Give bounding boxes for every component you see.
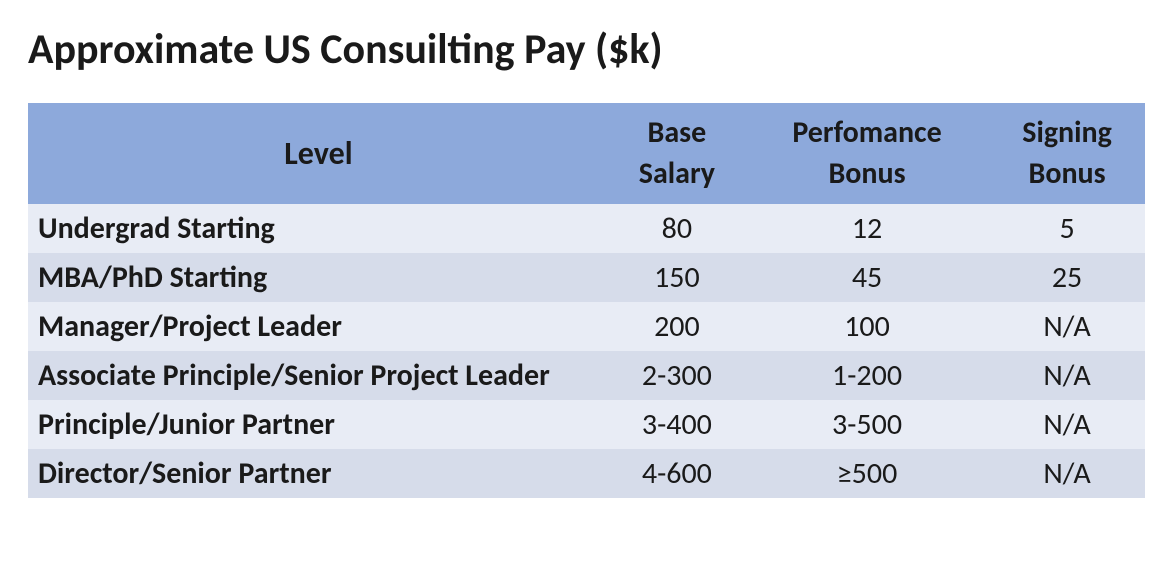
col-header-base-line1: Base <box>617 113 737 154</box>
table-body: Undergrad Starting 80 12 5 MBA/PhD Start… <box>28 204 1145 498</box>
col-header-perf-line1: Perfomance <box>753 113 981 154</box>
cell-sign: 5 <box>989 204 1145 253</box>
cell-base: 4-600 <box>609 449 745 498</box>
cell-base: 150 <box>609 253 745 302</box>
table-row: Director/Senior Partner 4-600 ≥500 N/A <box>28 449 1145 498</box>
table-header-row: Level Base Salary Perfomance Bonus Signi… <box>28 103 1145 204</box>
cell-sign: N/A <box>989 449 1145 498</box>
col-header-perf-line2: Bonus <box>753 154 981 195</box>
cell-level: MBA/PhD Starting <box>28 253 609 302</box>
cell-sign: N/A <box>989 351 1145 400</box>
cell-perf: 3-500 <box>745 400 989 449</box>
cell-level: Principle/Junior Partner <box>28 400 609 449</box>
col-header-base-line2: Salary <box>617 154 737 195</box>
col-header-level-line1: Level <box>36 132 601 175</box>
cell-perf: ≥500 <box>745 449 989 498</box>
col-header-sign-line2: Bonus <box>997 154 1137 195</box>
cell-level: Associate Principle/Senior Project Leade… <box>28 351 609 400</box>
cell-base: 200 <box>609 302 745 351</box>
table-row: MBA/PhD Starting 150 45 25 <box>28 253 1145 302</box>
cell-sign: N/A <box>989 302 1145 351</box>
col-header-base: Base Salary <box>609 103 745 204</box>
cell-level: Director/Senior Partner <box>28 449 609 498</box>
cell-sign: N/A <box>989 400 1145 449</box>
table-row: Undergrad Starting 80 12 5 <box>28 204 1145 253</box>
cell-perf: 45 <box>745 253 989 302</box>
cell-base: 2-300 <box>609 351 745 400</box>
cell-perf: 12 <box>745 204 989 253</box>
col-header-level: Level <box>28 103 609 204</box>
cell-perf: 100 <box>745 302 989 351</box>
cell-base: 80 <box>609 204 745 253</box>
cell-sign: 25 <box>989 253 1145 302</box>
col-header-sign-line1: Signing <box>997 113 1137 154</box>
cell-perf: 1-200 <box>745 351 989 400</box>
col-header-perf: Perfomance Bonus <box>745 103 989 204</box>
table-row: Manager/Project Leader 200 100 N/A <box>28 302 1145 351</box>
cell-base: 3-400 <box>609 400 745 449</box>
col-header-sign: Signing Bonus <box>989 103 1145 204</box>
cell-level: Undergrad Starting <box>28 204 609 253</box>
cell-level: Manager/Project Leader <box>28 302 609 351</box>
table-row: Associate Principle/Senior Project Leade… <box>28 351 1145 400</box>
page-title: Approximate US Consuilting Pay ($k) <box>28 24 1145 75</box>
pay-table: Level Base Salary Perfomance Bonus Signi… <box>28 103 1145 498</box>
table-row: Principle/Junior Partner 3-400 3-500 N/A <box>28 400 1145 449</box>
